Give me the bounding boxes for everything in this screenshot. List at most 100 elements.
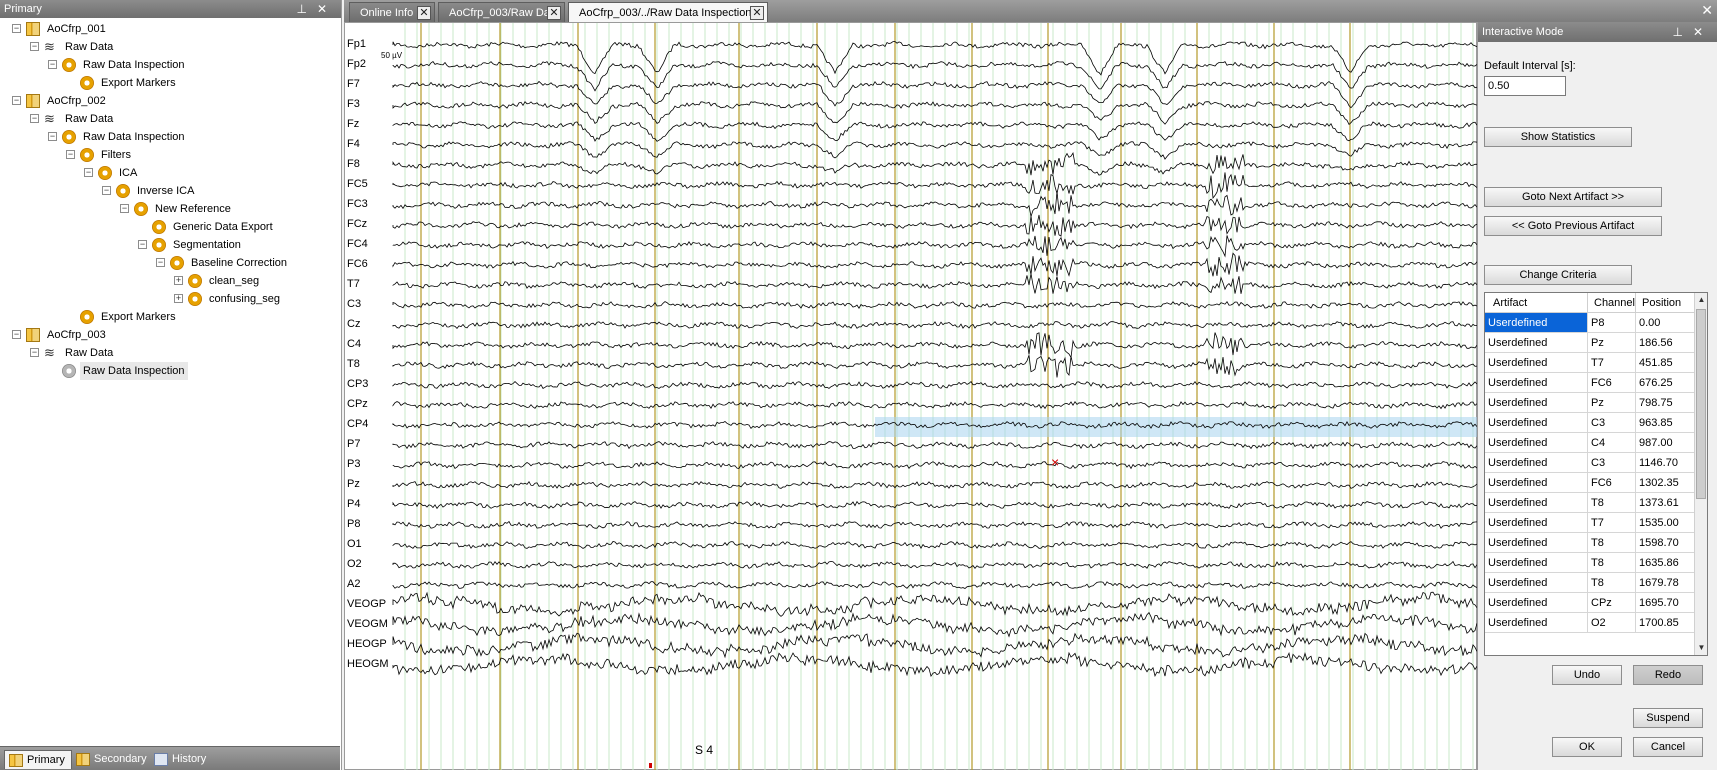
expander-icon[interactable]: − [48,60,57,69]
expander-icon[interactable]: − [30,114,39,123]
table-row[interactable]: Userdefined Pz 798.75 [1485,393,1695,413]
tree-node[interactable]: Raw Data Inspection [80,56,188,74]
tree-node[interactable]: Raw Data Inspection [80,362,188,380]
change-criteria-button[interactable]: Change Criteria [1484,265,1632,285]
close-icon[interactable]: ✕ [750,6,764,20]
eeg-traces[interactable]: × [345,23,1478,770]
table-row[interactable]: Userdefined FC6 676.25 [1485,373,1695,393]
close-icon[interactable]: ✕ [417,6,431,20]
table-scrollbar[interactable]: ▲ ▼ [1694,293,1707,655]
column-header-position[interactable]: Position [1636,293,1695,313]
interval-input[interactable]: 0.50 [1484,76,1566,96]
artifact-table[interactable]: Artifact Channel Position Userdefined P8 0… [1484,292,1708,656]
close-icon[interactable]: ✕ [1693,25,1713,39]
expander-icon[interactable]: − [12,24,21,33]
position-cell: 1695.70 [1636,593,1695,613]
expander-icon[interactable]: − [30,348,39,357]
close-icon[interactable]: ✕ [317,2,337,16]
goto-next-artifact-button[interactable]: Goto Next Artifact >> [1484,187,1662,207]
tree-node[interactable]: Baseline Correction [188,254,290,272]
eeg-trace [393,274,1477,294]
tree-node[interactable]: Raw Data [62,344,116,362]
close-icon[interactable]: ✕ [547,6,561,20]
tree-node[interactable]: Inverse ICA [134,182,197,200]
table-row[interactable]: Userdefined P8 0.00 [1485,313,1695,333]
tab-secondary[interactable]: Secondary [72,750,153,769]
tree-node[interactable]: Raw Data Inspection [80,128,188,146]
table-row[interactable]: Userdefined C3 963.85 [1485,413,1695,433]
ok-button[interactable]: OK [1552,737,1622,757]
table-row[interactable]: Userdefined T8 1679.78 [1485,573,1695,593]
expander-icon[interactable]: − [12,330,21,339]
tree-node[interactable]: confusing_seg [206,290,283,308]
expander-icon[interactable]: − [48,132,57,141]
expander-icon[interactable]: − [102,186,111,195]
expander-icon[interactable]: − [66,150,75,159]
channel-label: Fz [347,118,359,130]
table-row[interactable]: Userdefined T8 1635.86 [1485,553,1695,573]
tab-raw-data-inspection[interactable]: AoCfrp_003/../Raw Data Inspection ✕ [568,2,768,22]
tree-node[interactable]: Export Markers [98,74,179,92]
channel-cell: FC6 [1588,473,1636,493]
table-row[interactable]: Userdefined C4 987.00 [1485,433,1695,453]
window-close-icon[interactable]: ✕ [1701,2,1713,19]
tree-node[interactable]: AoCfrp_003 [44,326,109,344]
expander-icon[interactable]: − [138,240,147,249]
expander-icon[interactable]: − [156,258,165,267]
scroll-thumb[interactable] [1696,309,1706,499]
eeg-trace [393,355,1477,377]
tree-node[interactable]: Segmentation [170,236,244,254]
eeg-trace [393,582,1477,589]
tree-node[interactable]: Raw Data [62,38,116,56]
tree-node[interactable]: AoCfrp_002 [44,92,109,110]
pin-icon[interactable]: ⊥ [296,2,316,16]
eeg-trace [393,172,1477,198]
tab-primary[interactable]: Primary [4,750,72,769]
expander-icon[interactable]: + [174,276,183,285]
expander-icon[interactable]: − [84,168,93,177]
expander-icon[interactable]: + [174,294,183,303]
pin-icon[interactable]: ⊥ [1672,25,1692,39]
column-header-channel[interactable]: Channel [1588,293,1636,313]
tree-node[interactable]: Raw Data [62,110,116,128]
tree-node[interactable]: AoCfrp_001 [44,20,109,38]
tree-node[interactable]: Generic Data Export [170,218,276,236]
expander-icon[interactable]: − [120,204,129,213]
tab-raw-data[interactable]: AoCfrp_003/Raw Data ✕ [438,2,565,22]
marker-label: S 4 [695,743,713,757]
tree-node[interactable]: Export Markers [98,308,179,326]
tree-node[interactable]: ICA [116,164,140,182]
redo-button[interactable]: Redo [1633,665,1703,685]
column-header-artifact[interactable]: Artifact [1485,293,1588,313]
scroll-down-icon[interactable]: ▼ [1695,641,1708,655]
tree-node[interactable]: New Reference [152,200,234,218]
tree-node[interactable]: Filters [98,146,134,164]
suspend-button[interactable]: Suspend [1633,708,1703,728]
table-row[interactable]: Userdefined C3 1146.70 [1485,453,1695,473]
scroll-up-icon[interactable]: ▲ [1695,293,1708,307]
tree-node[interactable]: clean_seg [206,272,262,290]
undo-button[interactable]: Undo [1552,665,1622,685]
expander-icon[interactable]: − [12,96,21,105]
table-row[interactable]: Userdefined T7 1535.00 [1485,513,1695,533]
goto-previous-artifact-button[interactable]: << Goto Previous Artifact [1484,216,1662,236]
artifact-highlight[interactable] [875,417,1478,437]
table-row[interactable]: Userdefined FC6 1302.35 [1485,473,1695,493]
channel-label: Cz [347,318,360,330]
cancel-button[interactable]: Cancel [1633,737,1703,757]
table-row[interactable]: Userdefined T8 1598.70 [1485,533,1695,553]
position-cell: 987.00 [1636,433,1695,453]
position-cell: 1373.61 [1636,493,1695,513]
tab-online-info[interactable]: Online Info ✕ [349,2,435,22]
position-cell: 1635.86 [1636,553,1695,573]
table-row[interactable]: Userdefined CPz 1695.70 [1485,593,1695,613]
table-row[interactable]: Userdefined O2 1700.85 [1485,613,1695,633]
table-row[interactable]: Userdefined T8 1373.61 [1485,493,1695,513]
show-statistics-button[interactable]: Show Statistics [1484,127,1632,147]
channel-label: Fp1 [347,38,366,50]
table-row[interactable]: Userdefined Pz 186.56 [1485,333,1695,353]
table-row[interactable]: Userdefined T7 451.85 [1485,353,1695,373]
expander-icon[interactable]: − [30,42,39,51]
eeg-view[interactable]: × Fp1 Fp2 F7 F3 Fz F4 F8 FC5 FC3 FCz FC4 FC6 T7 C3 Cz C… [344,22,1477,770]
tab-history[interactable]: History [150,750,212,769]
